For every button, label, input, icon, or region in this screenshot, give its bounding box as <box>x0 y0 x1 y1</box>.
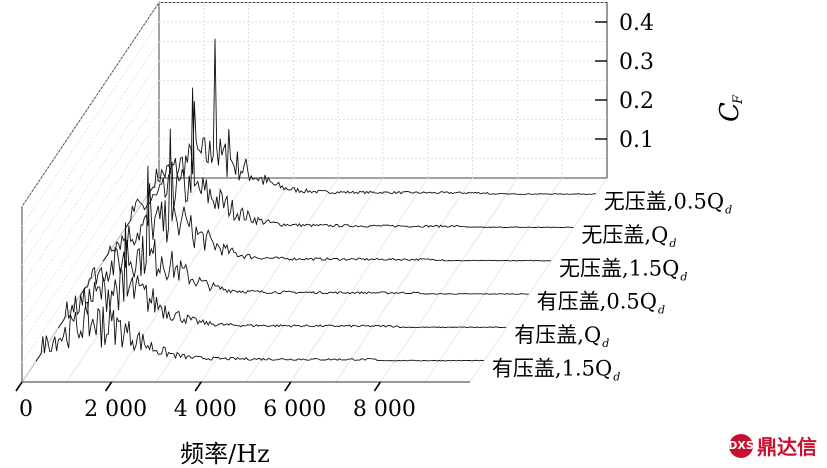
z-tick-label: 0.2 <box>619 89 654 114</box>
axes-layer <box>15 2 608 392</box>
floor-grid-line <box>380 177 518 383</box>
floor-grid-line <box>424 177 563 383</box>
series-line <box>102 128 552 262</box>
series-label-sub: d <box>602 337 609 350</box>
series-label: 有压盖,1.5Q <box>492 356 612 380</box>
floor-grid-line <box>335 177 473 383</box>
watermark-text: 鼎达信 <box>757 435 817 459</box>
series-label: 有压盖,0.5Q <box>537 290 657 314</box>
left-grid-h <box>21 41 160 246</box>
series-label-sub: d <box>725 204 732 217</box>
x-tick-mark <box>15 381 23 392</box>
series-label: 无压盖,1.5Q <box>559 256 679 280</box>
floor-grid-line <box>111 177 249 383</box>
x-tick-label: 8 000 <box>353 397 416 422</box>
series-label: 有压盖,Q <box>514 323 601 347</box>
series-label-sub: d <box>669 237 676 250</box>
left-grid-h <box>21 99 160 305</box>
x-tick-mark <box>194 381 202 392</box>
x-tick-mark <box>284 381 292 392</box>
series-label-sub: d <box>680 270 687 283</box>
floor-grid-line <box>245 177 384 383</box>
x-axis-title: 频率/Hz <box>180 440 270 468</box>
text-layer: 0 2 000 4 000 6 000 8 000 频率/Hz 0.1 0.2 0.3 0.4 CF… <box>19 11 746 468</box>
z-tick-label: 0.4 <box>619 11 654 36</box>
z-axis-title: C <box>715 102 745 122</box>
floor-grid-line <box>156 177 294 383</box>
series-line <box>125 87 574 229</box>
series-label-sub: d <box>613 370 620 383</box>
watermark-logo: DXS 鼎达信 <box>728 431 817 460</box>
left-wall <box>21 0 160 384</box>
x-tick-mark <box>104 381 113 392</box>
grid-layer <box>21 0 608 384</box>
series-label-sub: d <box>658 304 665 317</box>
series-line <box>57 222 507 329</box>
series-line <box>147 38 596 195</box>
floor-grid-line <box>66 177 205 383</box>
x-tick-label: 2 000 <box>84 397 147 422</box>
floor-grid-line <box>469 177 608 383</box>
watermark-icon: DXS <box>728 433 754 458</box>
z-tick-label: 0.1 <box>619 128 654 153</box>
floor-grid-line <box>290 177 429 383</box>
left-grid-h <box>21 2 160 207</box>
x-tick-label: 6 000 <box>263 397 326 422</box>
series-line <box>35 301 484 362</box>
x-tick-label: 4 000 <box>174 397 237 422</box>
x-tick-label: 0 <box>19 397 33 422</box>
z-tick-label: 0.3 <box>619 50 654 75</box>
x-tick-mark <box>373 381 382 392</box>
left-grid-h <box>21 80 160 285</box>
series-label: 无压盖,Q <box>581 223 668 247</box>
z-axis-title-sub: F <box>731 94 746 105</box>
left-grid-h <box>21 138 160 344</box>
left-grid-h <box>21 158 160 363</box>
series-layer <box>35 38 596 362</box>
series-label: 无压盖,0.5Q <box>604 190 724 214</box>
series-line <box>80 165 529 295</box>
left-grid-h <box>21 60 160 266</box>
left-grid-h <box>21 21 160 227</box>
floor-grid-line <box>200 177 339 383</box>
left-grid-h <box>21 119 160 324</box>
